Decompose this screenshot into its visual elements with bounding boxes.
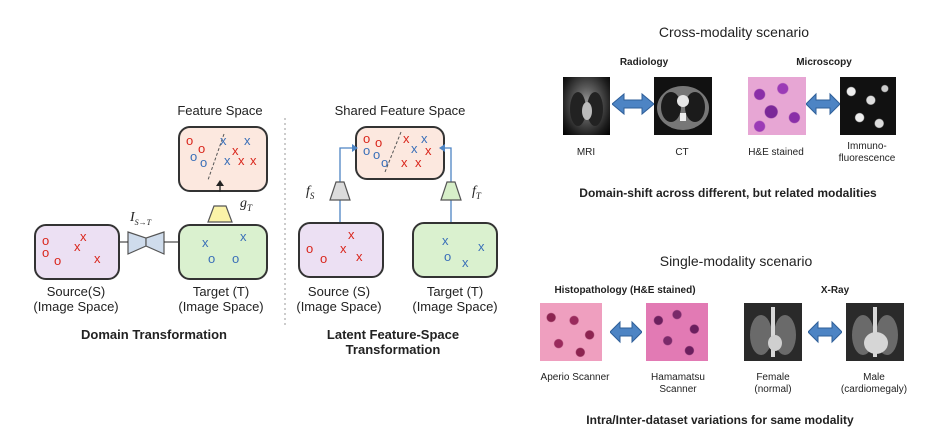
hamamatsu-scanner-image xyxy=(646,303,708,361)
symbol-x-blue: x xyxy=(442,233,449,248)
symbol-x-red: x xyxy=(74,239,81,254)
symbol-x-blue: x xyxy=(220,133,227,148)
symbol-x-red: x xyxy=(340,241,347,256)
he-stained-image xyxy=(748,77,806,135)
source-box: o o o x x x xyxy=(34,224,120,280)
encoder-fs-shape xyxy=(329,181,351,201)
male-cardiomegaly-label: Male (cardiomegaly) xyxy=(840,372,908,395)
i-label: IS→T xyxy=(130,210,152,227)
symbol-o-blue: o xyxy=(373,147,381,162)
symbol-x-red: x xyxy=(356,249,363,264)
microscopy-label: Microscopy xyxy=(796,57,852,68)
aperio-scanner-label: Aperio Scanner xyxy=(540,372,610,383)
latent-transformation-caption: Latent Feature-Space Transformation xyxy=(326,327,460,357)
mri-label: MRI xyxy=(576,147,596,158)
ct-image xyxy=(654,77,712,135)
symbol-o-blue: o xyxy=(200,155,208,170)
symbol-x-blue: x xyxy=(411,141,418,156)
left-connectors xyxy=(120,180,233,255)
he-stained-label: H&E stained xyxy=(748,147,804,158)
source-label: Source (S) (Image Space) xyxy=(296,284,382,314)
shared-feature-space-title: Shared Feature Space xyxy=(334,103,466,118)
source-label: Source(S) (Image Space) xyxy=(33,284,119,314)
symbol-x-blue: x xyxy=(244,133,251,148)
symbol-x-red: x xyxy=(232,143,239,158)
symbol-o-red: o xyxy=(42,245,50,260)
symbol-x-red: x xyxy=(403,131,410,146)
female-normal-label: Female (normal) xyxy=(754,372,792,395)
feature-space-box: o o o o x x x x x x xyxy=(178,126,268,192)
symbol-x-blue: x xyxy=(240,229,247,244)
symbol-o-red: o xyxy=(320,251,328,266)
xray-label: X-Ray xyxy=(820,285,850,296)
symbol-x-blue: x xyxy=(202,235,209,250)
symbol-x-red: x xyxy=(94,251,101,266)
symbol-x-red: x xyxy=(425,143,432,158)
feature-space-title: Feature Space xyxy=(177,103,263,118)
cross-modality-title: Cross-modality scenario xyxy=(658,24,810,40)
single-modality-title: Single-modality scenario xyxy=(659,253,813,269)
bidirectional-arrow-icon xyxy=(806,92,840,116)
target-box: x x x o xyxy=(412,222,498,278)
separator-line xyxy=(284,118,286,328)
symbol-x-blue: x xyxy=(421,131,428,146)
bidirectional-arrow-icon xyxy=(808,320,842,344)
symbol-o-red: o xyxy=(375,135,383,150)
symbol-o-red: o xyxy=(54,253,62,268)
ct-label: CT xyxy=(675,147,689,158)
translator-right-shape xyxy=(145,231,165,255)
decision-boundary xyxy=(384,131,402,173)
symbol-x-red: x xyxy=(415,155,422,170)
encoder-g-shape xyxy=(207,205,233,223)
hamamatsu-scanner-label: Hamamatsu Scanner xyxy=(651,372,705,395)
symbol-o-red: o xyxy=(198,141,206,156)
symbol-x-blue: x xyxy=(224,153,231,168)
symbol-o-blue: o xyxy=(208,251,216,266)
source-box: o o x x x xyxy=(298,222,384,278)
symbol-x-blue: x xyxy=(462,255,469,270)
symbol-x-red: x xyxy=(401,155,408,170)
symbol-o-red: o xyxy=(306,241,314,256)
symbol-x-red: x xyxy=(238,153,245,168)
fs-label: fS xyxy=(306,184,315,201)
symbol-x-red: x xyxy=(348,227,355,242)
single-modality-caption: Intra/Inter-dataset variations for same … xyxy=(586,413,854,427)
female-xray-image xyxy=(744,303,802,361)
shared-feature-space-box: o o o o o x x x x x x xyxy=(355,126,445,180)
symbol-o-blue: o xyxy=(190,149,198,164)
domain-transformation-caption: Domain Transformation xyxy=(81,327,227,342)
symbol-o-blue: o xyxy=(232,251,240,266)
bidirectional-arrow-icon xyxy=(610,320,642,344)
symbol-o-blue: o xyxy=(381,155,389,170)
symbol-o-red: o xyxy=(186,133,194,148)
symbol-x-red: x xyxy=(250,153,257,168)
symbol-x-blue: x xyxy=(478,239,485,254)
translator-left-shape xyxy=(127,231,147,255)
bidirectional-arrow-icon xyxy=(612,92,654,116)
symbol-o-blue: o xyxy=(444,249,452,264)
symbol-o-red: o xyxy=(363,131,371,146)
immunofluorescence-image xyxy=(840,77,896,135)
radiology-label: Radiology xyxy=(619,57,669,68)
histopathology-label: Histopathology (H&E stained) xyxy=(554,285,696,296)
immunofluorescence-label: Immuno-fluorescence xyxy=(838,141,896,164)
ft-label: fT xyxy=(472,184,481,201)
symbol-x-red: x xyxy=(80,229,87,244)
male-xray-image xyxy=(846,303,904,361)
encoder-ft-shape xyxy=(440,181,462,201)
symbol-o-red: o xyxy=(42,233,50,248)
target-box: x x o o xyxy=(178,224,268,280)
g-label: gT xyxy=(240,196,253,213)
symbol-o-blue: o xyxy=(363,143,371,158)
decision-boundary xyxy=(207,133,225,181)
middle-connectors xyxy=(329,144,462,222)
cross-modality-caption: Domain-shift across different, but relat… xyxy=(579,186,877,200)
mri-image xyxy=(563,77,610,135)
target-label: Target (T) (Image Space) xyxy=(412,284,498,314)
target-label: Target (T) (Image Space) xyxy=(178,284,264,314)
aperio-scanner-image xyxy=(540,303,602,361)
